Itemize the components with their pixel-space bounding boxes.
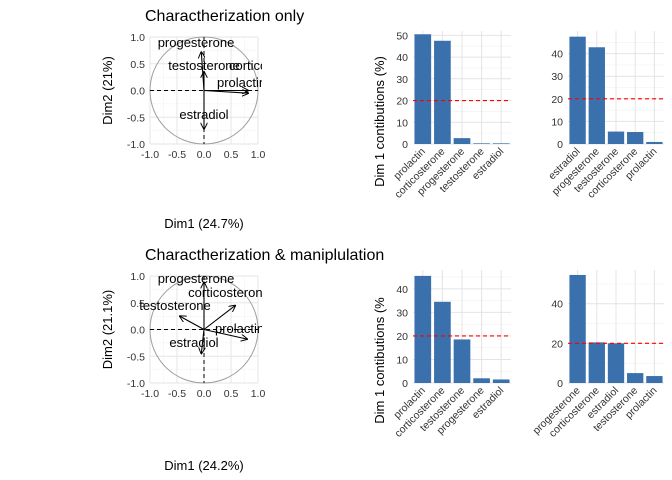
bar-corticosterone: [434, 301, 451, 383]
bar-corticosterone: [434, 40, 451, 144]
bar-testosterone: [627, 373, 644, 383]
y-tick-label: 40: [396, 284, 408, 296]
vector-label-corticosterone: corticosterone: [229, 58, 311, 73]
y-tick-label: 40: [551, 49, 563, 61]
y-tick-label: 50: [396, 30, 408, 42]
y-tick-label: 0: [557, 139, 563, 151]
vector-label-estradiol: estradiol: [169, 335, 218, 350]
y-tick-label: 10: [551, 116, 563, 128]
y-tick-label: 0: [557, 378, 563, 390]
vector-label-estradiol: estradiol: [179, 107, 228, 122]
x-tick-label: 0.5: [224, 149, 239, 161]
x-tick-label: -0.5: [168, 388, 186, 400]
bar-panel-2: 010203040estradiolprogesteronetestostero…: [546, 31, 664, 201]
y-tick-label: 20: [551, 338, 563, 350]
y-axis-label: Dim2 (21.1%): [100, 290, 115, 369]
x-tick-label: -1.0: [141, 388, 159, 400]
vector-label-prolactin: prolactin: [215, 321, 264, 336]
bar-testosterone: [607, 131, 625, 144]
y-tick-label: 40: [396, 52, 408, 64]
y-tick-label: 1.0: [130, 271, 145, 283]
y-tick-label: 0.5: [130, 298, 145, 310]
y-axis-label: Dim 1 contibutions (%): [372, 56, 387, 187]
vector-label-progesterone: progesterone: [158, 271, 235, 286]
y-tick-label: 0.0: [130, 325, 145, 337]
x-tick-label: 1.0: [251, 388, 266, 400]
bar-testosterone: [453, 339, 471, 383]
vector-label-corticosterone: corticosterone: [188, 285, 270, 300]
x-tick-label: -1.0: [141, 149, 159, 161]
y-tick-label: 0: [402, 378, 408, 390]
bar-estradiol: [492, 379, 510, 383]
y-tick-label: 30: [396, 74, 408, 86]
x-tick-label: 0.0: [197, 149, 212, 161]
y-tick-label: 10: [396, 117, 408, 129]
bar-panel-5: 02040progesteronecorticosteroneestradiol…: [530, 270, 664, 440]
bar-prolactin: [646, 376, 663, 383]
bar-prolactin: [414, 34, 432, 145]
x-tick-label: 1.0: [251, 149, 266, 161]
bar-panel-1: 01020304050prolactincorticosteroneproges…: [372, 30, 511, 201]
y-tick-label: 20: [396, 96, 408, 108]
vector-label-prolactin: prolactin: [217, 75, 266, 90]
x-tick-label: 0.0: [197, 388, 212, 400]
x-axis-label: Dim1 (24.2%): [164, 458, 243, 473]
vector-arrow-corticosterone: [203, 305, 235, 330]
bar-prolactin: [414, 275, 432, 383]
chart-title: Charactherization & maniplulation: [145, 247, 384, 264]
bar-progesterone: [453, 138, 471, 144]
vector-arrow-prolactin: [203, 328, 247, 340]
bar-estradiol: [607, 343, 625, 383]
y-tick-label: 0.5: [130, 59, 145, 71]
x-tick-label: -0.5: [168, 149, 186, 161]
vector-arrow-testosterone: [180, 316, 205, 330]
vector-arrow-estradiol: [201, 329, 204, 354]
y-tick-label: 20: [551, 94, 563, 106]
y-tick-label: 10: [396, 354, 408, 366]
y-tick-label: 30: [396, 307, 408, 319]
y-tick-label: 30: [551, 71, 563, 83]
y-tick-label: 1.0: [130, 32, 145, 44]
y-tick-label: -0.5: [127, 112, 145, 124]
x-tick-label: 0.5: [224, 388, 239, 400]
y-axis-label: Dim2 (21%): [100, 56, 115, 125]
y-tick-label: 20: [396, 331, 408, 343]
bar-estradiol: [569, 36, 586, 144]
bar-progesterone: [473, 378, 490, 383]
bar-corticosterone: [627, 132, 644, 144]
x-axis-label: Dim1 (24.7%): [164, 216, 243, 231]
bar-panel-4: 010203040prolactincorticosteronetestoste…: [372, 270, 511, 440]
y-tick-label: -0.5: [127, 351, 145, 363]
bar-prolactin: [646, 141, 663, 144]
vector-label-progesterone: progesterone: [158, 35, 235, 50]
vector-label-testosterone: testosterone: [168, 58, 240, 73]
y-tick-label: 0.0: [130, 86, 145, 98]
y-axis-label: Dim 1 contibutions (%: [372, 297, 387, 424]
bar-testosterone: [473, 143, 490, 144]
bar-corticosterone: [588, 342, 605, 383]
bar-progesterone: [588, 47, 605, 144]
bar-estradiol: [492, 143, 510, 144]
y-tick-label: -1.0: [127, 139, 145, 151]
vector-arrow-prolactin: [203, 91, 248, 94]
chart-title: Charactherization only: [145, 8, 304, 25]
y-tick-label: -1.0: [127, 378, 145, 390]
vector-label-testosterone: testosterone: [139, 298, 211, 313]
y-tick-label: 40: [551, 299, 563, 311]
bar-progesterone: [569, 274, 586, 383]
y-tick-label: 0: [402, 139, 408, 151]
